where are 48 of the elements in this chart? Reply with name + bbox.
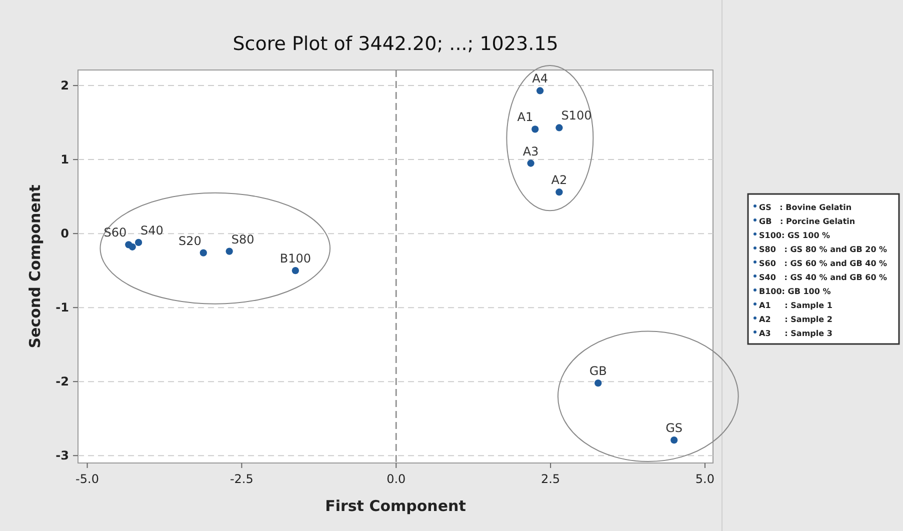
data-label: S40 <box>140 223 164 238</box>
point <box>556 124 563 132</box>
data-label: GB <box>589 364 607 378</box>
y-tick-label: -2 <box>56 374 69 389</box>
point <box>594 380 602 387</box>
y-tick-label: -3 <box>56 448 69 463</box>
x-tick-label: -2.5 <box>230 472 254 486</box>
chart-title: Score Plot of 3442.20; ...; 1023.15 <box>232 33 558 55</box>
text: GS : Bovine Gelatin <box>759 203 852 212</box>
text: A2 : Sample 2 <box>759 315 832 324</box>
data-label: A3 <box>522 144 539 158</box>
x-tick-label: 2.5 <box>540 472 560 486</box>
y-tick-label: 1 <box>60 152 69 167</box>
text: B100: GB 100 % <box>759 287 831 296</box>
data-label: A4 <box>532 72 548 86</box>
text: S60 : GS 60 % and GB 40 % <box>759 259 888 268</box>
text: S100: GS 100 % <box>759 231 830 240</box>
text: GB : Porcine Gelatin <box>759 217 856 226</box>
x-axis-title: First Component <box>325 497 466 515</box>
point <box>536 87 544 94</box>
data-label: S100 <box>561 108 592 123</box>
point <box>134 238 142 246</box>
point <box>200 249 207 256</box>
y-tick-label: -1 <box>56 300 69 315</box>
text: S80 : GS 80 % and GB 20 % <box>759 245 888 254</box>
y-tick-label: 2 <box>60 78 69 93</box>
point <box>556 188 563 196</box>
y-tick-label: 0 <box>60 226 69 241</box>
x-tick-label: 0.0 <box>386 472 406 486</box>
x-tick-label: 5.0 <box>695 472 715 486</box>
text: A1 : Sample 1 <box>759 301 833 310</box>
x-tick-label: -5.0 <box>76 472 99 486</box>
data-label: B100 <box>280 252 311 266</box>
point <box>527 160 534 167</box>
data-label: S60 <box>104 226 127 240</box>
data-label: GS <box>666 421 683 436</box>
data-label: S20 <box>178 234 202 248</box>
text: A3 : Sample 3 <box>759 329 832 338</box>
text: S40 : GS 40 % and GB 60 % <box>759 273 888 282</box>
data-label: A2 <box>551 173 568 188</box>
y-axis-title: Second Component <box>26 184 44 348</box>
point <box>292 267 299 274</box>
point <box>226 248 233 255</box>
point <box>532 126 539 133</box>
point <box>128 243 136 250</box>
point <box>670 436 678 444</box>
data-label: A1 <box>517 110 534 124</box>
data-label: S80 <box>231 232 254 246</box>
